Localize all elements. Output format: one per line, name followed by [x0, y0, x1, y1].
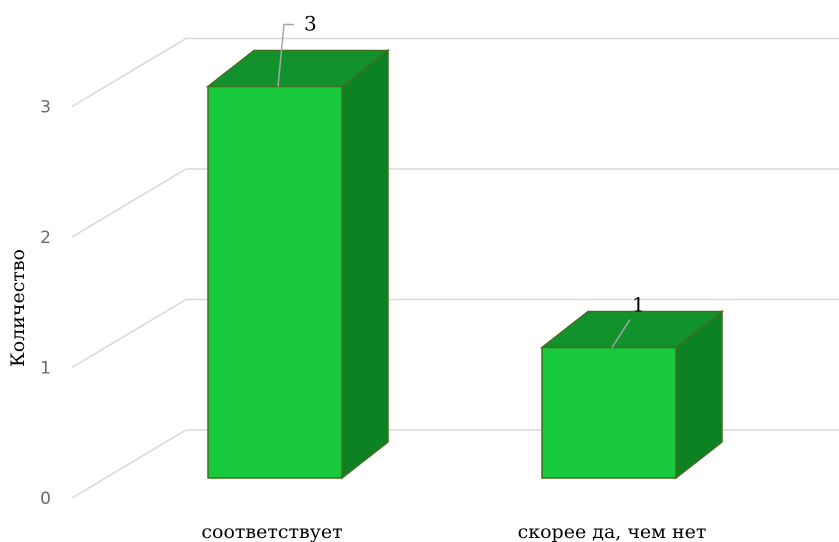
y-tick-label: 0 [40, 489, 51, 509]
data-label-text: 3 [304, 12, 317, 36]
bar-side-face [341, 48, 389, 480]
bars [205, 48, 725, 480]
bar-front-face [541, 346, 677, 479]
y-tick-label: 1 [40, 359, 51, 379]
data-labels: 31 [277, 12, 645, 348]
bar [205, 48, 391, 480]
gridline [71, 298, 839, 369]
bar [539, 309, 725, 480]
y-tick-label: 2 [40, 228, 51, 248]
leader-line [611, 319, 631, 348]
bar-front-face [207, 85, 343, 479]
gridline [71, 429, 839, 499]
data-label: 3 [277, 12, 317, 87]
y-tick-label: 3 [40, 98, 51, 118]
y-axis-title: Количество [7, 249, 29, 367]
x-category-label: скорее да, чем нет [518, 521, 707, 542]
data-label-text: 1 [632, 293, 645, 317]
x-category-label: соответствует [201, 521, 342, 542]
x-axis-categories: соответствует скорее да, чем нет [201, 521, 706, 542]
leader-line [277, 23, 294, 87]
gridline [71, 37, 839, 108]
gridlines [71, 37, 839, 499]
y-axis-ticks: 0 1 2 3 [40, 98, 51, 510]
gridline [71, 168, 839, 238]
data-label: 1 [611, 293, 645, 348]
